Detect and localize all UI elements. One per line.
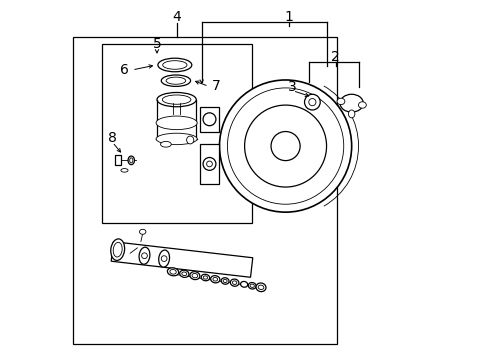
Bar bbox=[73, 37, 337, 344]
Circle shape bbox=[203, 113, 216, 126]
Ellipse shape bbox=[129, 158, 133, 163]
Ellipse shape bbox=[113, 242, 122, 257]
Circle shape bbox=[244, 105, 326, 187]
Ellipse shape bbox=[159, 250, 169, 267]
Text: 7: 7 bbox=[211, 80, 220, 93]
Circle shape bbox=[308, 99, 315, 106]
Ellipse shape bbox=[160, 141, 171, 147]
Text: 8: 8 bbox=[108, 131, 117, 145]
Ellipse shape bbox=[348, 110, 354, 118]
Ellipse shape bbox=[157, 93, 196, 107]
Ellipse shape bbox=[256, 283, 265, 292]
Circle shape bbox=[142, 253, 147, 258]
Circle shape bbox=[227, 88, 343, 204]
Ellipse shape bbox=[166, 77, 185, 84]
Circle shape bbox=[270, 131, 300, 161]
Ellipse shape bbox=[240, 282, 247, 287]
Ellipse shape bbox=[339, 94, 363, 112]
Circle shape bbox=[161, 256, 166, 261]
Circle shape bbox=[206, 161, 212, 167]
Circle shape bbox=[304, 94, 320, 110]
Circle shape bbox=[219, 80, 351, 212]
Text: 6: 6 bbox=[120, 63, 129, 77]
Ellipse shape bbox=[169, 269, 176, 274]
Ellipse shape bbox=[201, 274, 209, 281]
Ellipse shape bbox=[230, 279, 239, 286]
Circle shape bbox=[203, 157, 216, 170]
Ellipse shape bbox=[179, 270, 188, 278]
Text: 1: 1 bbox=[284, 10, 293, 24]
Ellipse shape bbox=[186, 136, 193, 144]
Ellipse shape bbox=[139, 247, 150, 264]
Text: 5: 5 bbox=[152, 37, 161, 51]
Bar bbox=[102, 44, 251, 223]
Ellipse shape bbox=[161, 75, 190, 86]
Ellipse shape bbox=[221, 278, 228, 284]
Ellipse shape bbox=[128, 156, 134, 165]
Text: 3: 3 bbox=[288, 80, 297, 94]
Ellipse shape bbox=[336, 98, 344, 105]
Ellipse shape bbox=[223, 279, 226, 283]
Ellipse shape bbox=[110, 239, 124, 260]
Ellipse shape bbox=[156, 133, 197, 145]
Ellipse shape bbox=[249, 284, 254, 287]
Ellipse shape bbox=[192, 274, 197, 278]
Ellipse shape bbox=[158, 58, 191, 72]
Ellipse shape bbox=[248, 283, 256, 289]
Ellipse shape bbox=[182, 272, 186, 276]
Ellipse shape bbox=[189, 272, 200, 280]
Ellipse shape bbox=[210, 276, 220, 283]
Ellipse shape bbox=[203, 276, 207, 279]
Bar bbox=[200, 107, 219, 132]
Bar bbox=[200, 144, 219, 184]
Text: 4: 4 bbox=[172, 10, 181, 24]
Ellipse shape bbox=[258, 285, 264, 289]
Text: 2: 2 bbox=[330, 50, 339, 64]
Ellipse shape bbox=[358, 102, 366, 108]
Ellipse shape bbox=[167, 268, 178, 276]
Ellipse shape bbox=[162, 95, 190, 104]
Bar bbox=[115, 156, 121, 165]
Bar bbox=[111, 242, 252, 277]
Ellipse shape bbox=[232, 281, 236, 284]
Ellipse shape bbox=[163, 61, 186, 69]
Ellipse shape bbox=[121, 168, 128, 172]
Ellipse shape bbox=[213, 278, 217, 281]
Ellipse shape bbox=[139, 229, 145, 234]
Ellipse shape bbox=[156, 116, 197, 130]
